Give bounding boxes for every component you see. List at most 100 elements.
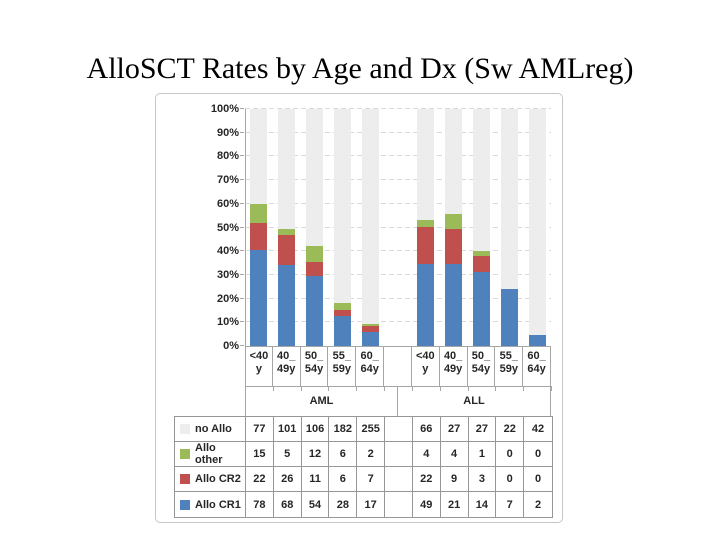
y-axis-tick-label: 100%: [210, 103, 239, 115]
x-axis-tick: [439, 386, 441, 391]
y-axis-tick: [240, 250, 244, 252]
legend-key-swatch: [180, 474, 190, 484]
table-value-cell: 2: [534, 498, 542, 511]
table-value-cell: 0: [524, 442, 552, 467]
category-label-line: 55_: [499, 350, 518, 362]
gridline: [245, 202, 551, 204]
legend-key-swatch: [180, 499, 190, 510]
x-axis-category-label: <40 y: [245, 346, 273, 386]
y-axis-tick-label: 40%: [216, 245, 239, 258]
gridline: [245, 155, 551, 157]
table-value-cell: 68: [274, 492, 302, 517]
table-value-cell: 3: [468, 467, 497, 492]
x-axis-category-label: 50_ 54y: [468, 346, 496, 386]
legend-label: no Allo: [195, 423, 232, 435]
group-label-all: ALL: [398, 386, 551, 416]
y-axis-tick-label: 20%: [216, 292, 239, 305]
x-axis-category-label: 50_ 54y: [301, 346, 329, 386]
y-axis-tick: [240, 202, 244, 204]
x-axis-tick: [300, 386, 302, 391]
bar-segment-allo-cr1: [472, 272, 490, 346]
x-axis-tick: [411, 386, 413, 391]
x-axis-tick: [384, 386, 386, 391]
category-label-line: 50_: [471, 350, 491, 362]
bar-segment-allo-cr1: [528, 335, 546, 346]
bar-column: [250, 109, 268, 346]
y-axis-tick: [240, 321, 244, 323]
table-value-cell: 182: [329, 417, 358, 442]
y-axis-tick: [240, 273, 244, 275]
bar-segment-allo-other: [361, 324, 379, 326]
category-label-line: y: [255, 363, 262, 375]
y-axis-tick-label: 60%: [216, 197, 239, 210]
x-axis-category-label: 60_ 64y: [523, 346, 551, 386]
table-value-cell: 14: [469, 492, 497, 517]
legend-item-allo-other: Allo other: [175, 442, 246, 467]
bar-segment-no-allo: [472, 109, 490, 252]
bar-column: [445, 109, 463, 346]
bar-segment-allo-cr2: [445, 229, 463, 265]
bar-segment-allo-cr1: [417, 263, 435, 346]
x-axis-category-label: 60_ 64y: [356, 346, 385, 386]
bar-segment-no-allo: [528, 109, 546, 336]
category-label-line: 50_: [304, 350, 324, 362]
table-value-cell: 9: [440, 467, 469, 492]
gridline: [245, 297, 551, 299]
table-value-cell: 21: [441, 492, 469, 517]
bar-segment-allo-other: [333, 303, 351, 310]
legend-item-allo-cr1: Allo CR1: [175, 492, 246, 517]
x-axis-category-label: 55_ 59y: [328, 346, 357, 386]
x-axis-tick: [272, 386, 274, 391]
table-value-cell: 42: [524, 417, 552, 442]
bar-column: [361, 109, 379, 346]
table-value-cell: 5: [273, 442, 302, 467]
table-value-cell: 22: [496, 417, 525, 442]
y-axis-tick-label: 30%: [216, 268, 239, 281]
group-label-aml: AML: [245, 386, 398, 416]
y-axis-tick: [240, 179, 244, 181]
legend-key-swatch: [180, 449, 190, 459]
chart-data-table: no Allo 77 101 106 182 255 66 27 27 22 42 Allo othe…: [174, 416, 553, 518]
table-value-cell: 101: [273, 417, 302, 442]
category-label-line: 40_: [277, 350, 296, 362]
y-axis-tick: [240, 131, 244, 133]
bar-column: [472, 109, 490, 346]
legend-item-allo-cr2: Allo CR2: [175, 467, 246, 492]
bar-segment-no-allo: [333, 109, 351, 304]
table-value-cell: 106: [301, 417, 330, 442]
y-axis-tick: [240, 155, 244, 157]
table-value-cell: 11: [301, 467, 330, 492]
bar-segment-allo-cr1: [333, 316, 351, 346]
x-axis-category-label: 40_ 49y: [273, 346, 301, 386]
table-value-cell: 77: [246, 417, 274, 442]
bar-segment-no-allo: [500, 109, 518, 289]
bar-segment-allo-cr2: [278, 234, 296, 266]
bar-segment-allo-other: [472, 251, 490, 257]
gridline: [245, 179, 551, 181]
bar-segment-no-allo: [445, 109, 463, 214]
table-value-cell: [385, 417, 413, 442]
table-value-cell: 12: [301, 442, 330, 467]
y-axis-tick-label: 90%: [216, 126, 239, 139]
bar-column: [417, 109, 435, 346]
x-axis-category-label: 55_ 59y: [495, 346, 524, 386]
category-label-line: 54y: [304, 363, 324, 375]
legend-label: Allo CR1: [195, 498, 241, 511]
bar-segment-no-allo: [306, 109, 324, 247]
table-value-cell: 1: [468, 442, 497, 467]
table-value-cell: 17: [357, 492, 386, 517]
slide-title: AlloSCT Rates by Age and Dx (Sw AMLreg): [86, 52, 634, 85]
gridline: [245, 226, 551, 228]
legend-label: Allo other: [195, 442, 223, 466]
table-value-cell: 27: [440, 417, 469, 442]
table-value-cell: 15: [246, 442, 274, 467]
category-label-line: 60_: [360, 350, 379, 362]
table-value-cell: 26: [273, 467, 302, 492]
y-axis-tick-label: 80%: [216, 150, 239, 163]
x-axis-tick: [551, 386, 552, 391]
category-label-line: y: [422, 363, 429, 375]
category-label-line: <40: [249, 350, 269, 362]
bar-segment-allo-other: [306, 246, 324, 262]
category-label-line: 54y: [471, 363, 491, 375]
y-axis-tick: [240, 345, 244, 346]
